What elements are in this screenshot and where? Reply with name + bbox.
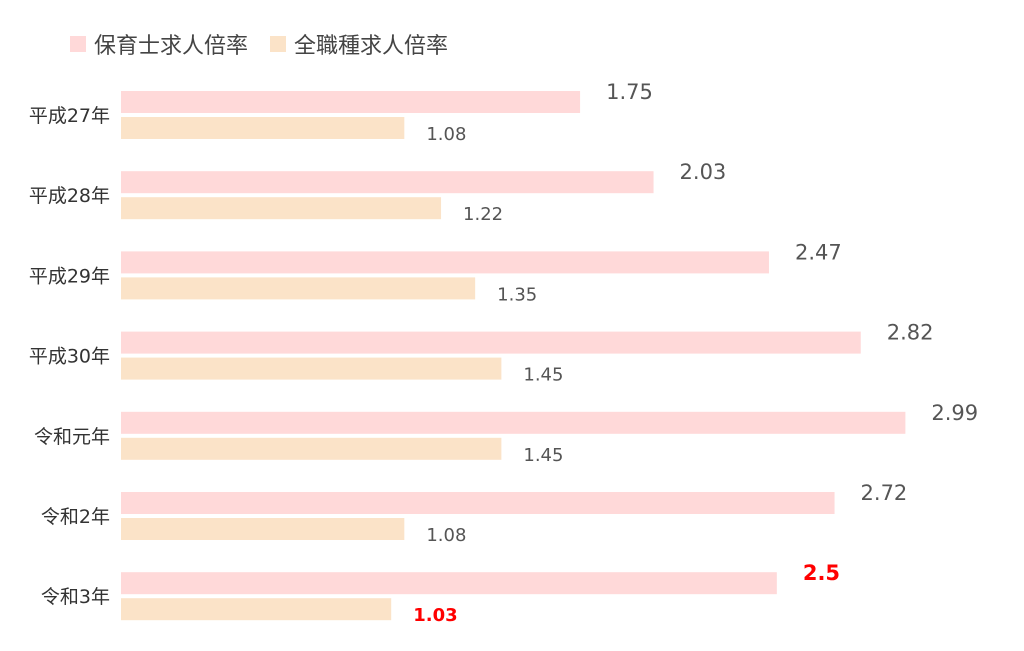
value-label-hoikushi: 2.5: [803, 561, 840, 585]
bar-hoikushi: [121, 572, 777, 595]
category-label: 令和3年: [41, 586, 110, 608]
value-label-all-jobs: 1.45: [523, 365, 563, 386]
value-label-hoikushi: 2.72: [861, 481, 908, 505]
value-label-all-jobs: 1.08: [426, 124, 466, 145]
bar-all-jobs: [121, 437, 502, 460]
legend-item-hoikushi: 保育士求人倍率: [70, 28, 248, 60]
bar-all-jobs: [121, 357, 502, 380]
bar-hoikushi: [121, 91, 581, 113]
bar-hoikushi: [121, 411, 906, 434]
category-label: 令和2年: [41, 506, 110, 528]
value-label-hoikushi: 2.82: [887, 321, 934, 345]
bar-all-jobs: [121, 197, 442, 220]
value-label-all-jobs: 1.35: [497, 284, 537, 305]
bar-hoikushi: [121, 331, 861, 354]
category-label: 平成28年: [29, 185, 110, 207]
legend-label-hoikushi: 保育士求人倍率: [94, 34, 249, 59]
value-label-hoikushi: 1.75: [606, 80, 653, 104]
value-label-hoikushi: 2.47: [795, 240, 842, 264]
legend-swatch-all-jobs: [270, 36, 287, 52]
value-label-hoikushi: 2.03: [680, 160, 727, 184]
category-label: 平成27年: [29, 105, 110, 127]
bar-hoikushi: [121, 171, 654, 194]
value-label-all-jobs: 1.45: [523, 445, 563, 466]
bar-hoikushi: [121, 492, 835, 514]
value-label-hoikushi: 2.99: [931, 401, 978, 425]
bar-all-jobs: [121, 518, 405, 540]
bar-hoikushi: [121, 251, 769, 274]
bar-all-jobs: [121, 598, 392, 621]
value-label-all-jobs: 1.22: [463, 204, 503, 225]
legend: 保育士求人倍率 全職種求人倍率: [70, 26, 448, 62]
bar-all-jobs: [121, 117, 405, 139]
legend-item-all-jobs: 全職種求人倍率: [270, 28, 448, 60]
legend-label-all-jobs: 全職種求人倍率: [294, 34, 449, 59]
legend-swatch-hoikushi: [70, 36, 86, 52]
value-label-all-jobs: 1.08: [426, 525, 466, 546]
category-label: 令和元年: [34, 426, 110, 448]
category-label: 平成30年: [29, 346, 110, 368]
category-label: 平成29年: [29, 265, 110, 287]
value-label-all-jobs: 1.03: [413, 605, 457, 626]
bar-all-jobs: [121, 277, 476, 300]
